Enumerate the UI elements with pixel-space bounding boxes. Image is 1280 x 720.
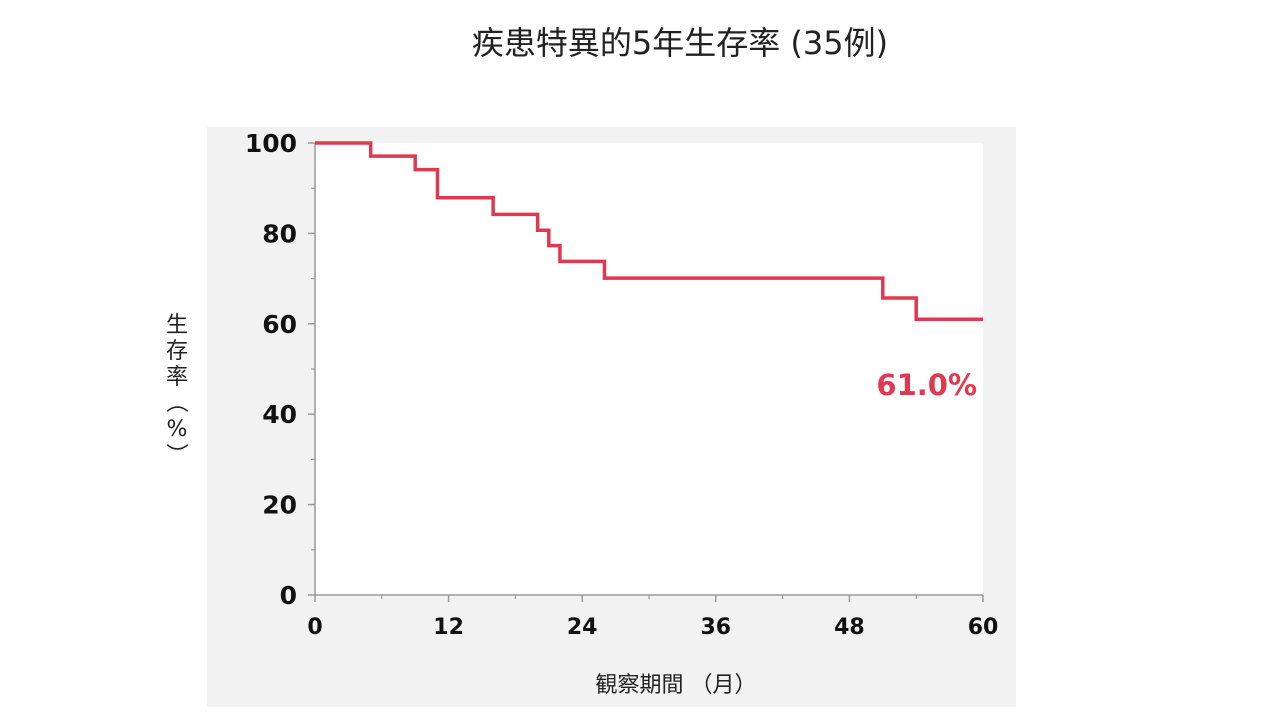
series-layer [315, 141, 983, 322]
y-axis-label-char: ） [163, 443, 188, 465]
survival-rate-annotation: 61.0% [876, 368, 977, 402]
plot-area [315, 143, 983, 595]
y-axis-label-char: 率 [166, 365, 188, 390]
axis-ticks [308, 142, 984, 602]
x-tick-label: 48 [834, 615, 865, 640]
x-tick-label: 24 [567, 615, 598, 640]
x-tick-label: 12 [433, 615, 464, 640]
tick-labels: 0 20 40 60 80 100 0 12 24 36 48 60 [245, 129, 999, 640]
y-axis-label-char: 存 [166, 339, 188, 364]
y-tick-label: 80 [262, 219, 297, 248]
y-tick-label: 20 [262, 491, 297, 520]
annotation-layer: 61.0% [876, 368, 977, 402]
x-tick-label: 0 [307, 615, 322, 640]
y-tick-label: 40 [262, 400, 297, 429]
survival-step-line [315, 141, 983, 322]
y-axis-label-char: 生 [166, 313, 188, 338]
y-axis-label: 生存率（%） [163, 313, 188, 465]
y-tick-label: 60 [262, 310, 297, 339]
y-axis-label-char: （ [163, 391, 188, 413]
x-tick-label: 60 [968, 615, 999, 640]
y-tick-label: 0 [280, 581, 297, 610]
y-tick-label: 100 [245, 129, 297, 158]
y-axis-label-char: % [167, 417, 188, 442]
chart-title: 疾患特異的5年生存率 (35例) [471, 24, 889, 62]
x-axis-label: 観察期間 （月） [596, 673, 757, 698]
x-tick-label: 36 [700, 615, 731, 640]
